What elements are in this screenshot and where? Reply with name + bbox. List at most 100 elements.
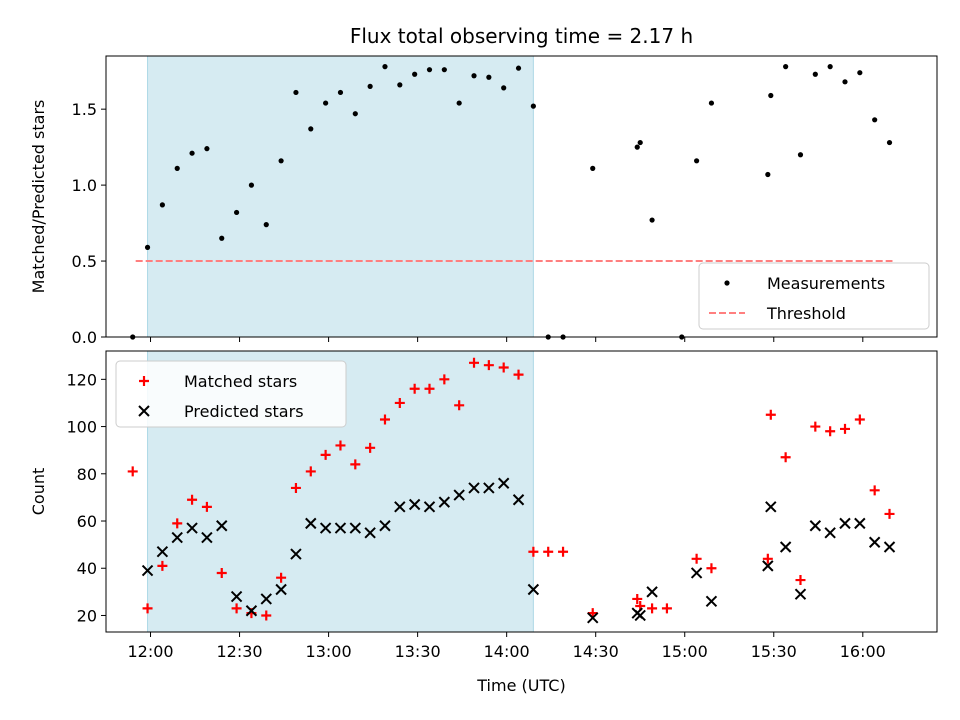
data-point-matched: [305, 466, 316, 477]
data-point: [456, 100, 462, 106]
data-point-matched: [469, 357, 480, 368]
data-point: [174, 165, 180, 171]
data-point: [694, 158, 700, 164]
data-point: [412, 71, 418, 77]
data-point-matched: [142, 603, 153, 614]
data-point-predicted: [690, 567, 703, 579]
data-point-predicted: [497, 477, 510, 489]
x-tick-label: 15:00: [662, 642, 708, 661]
data-point: [501, 85, 507, 91]
data-point-predicted: [854, 517, 866, 530]
data-point: [812, 71, 818, 77]
data-point-matched: [528, 546, 539, 557]
data-point: [515, 65, 522, 71]
chart-title: Flux total observing time = 2.17 h: [350, 24, 693, 48]
data-point: [397, 82, 403, 88]
data-point: [278, 158, 284, 164]
data-point-predicted: [305, 517, 317, 530]
data-point: [886, 139, 893, 146]
data-point-predicted: [765, 501, 777, 513]
data-point-matched: [424, 383, 435, 394]
data-point-matched: [780, 452, 791, 463]
data-point-matched: [869, 485, 880, 496]
data-point: [204, 146, 210, 152]
data-point: [426, 67, 433, 73]
data-point-predicted: [156, 546, 169, 558]
data-point-matched: [127, 466, 138, 477]
x-tick-label: 12:30: [216, 642, 262, 661]
data-point-matched: [379, 414, 390, 425]
y-tick-label: 60: [77, 512, 97, 531]
data-point-matched: [558, 546, 569, 557]
data-point-matched: [439, 374, 450, 385]
data-point: [530, 103, 536, 109]
data-point: [248, 182, 255, 188]
data-point-predicted: [453, 489, 465, 501]
y-axis-label: Count: [29, 468, 48, 516]
data-point-predicted: [319, 522, 332, 534]
data-point-predicted: [423, 501, 436, 513]
legend-marker-x: [138, 405, 150, 417]
data-point-matched: [350, 459, 361, 470]
data-point-matched: [483, 360, 494, 371]
data-point: [471, 73, 477, 79]
x-tick-label: 14:30: [573, 642, 619, 661]
data-point-matched: [884, 508, 895, 519]
data-point-predicted: [275, 583, 287, 596]
data-point-matched: [706, 563, 717, 574]
series-predicted-stars: [141, 477, 896, 624]
data-point-matched: [216, 567, 227, 578]
x-tick-label: 14:00: [484, 642, 530, 661]
data-point-matched: [498, 362, 509, 373]
data-point: [308, 126, 314, 132]
data-point-matched: [810, 421, 821, 432]
data-point: [382, 64, 388, 70]
data-point-matched: [691, 553, 702, 564]
data-point-matched: [839, 423, 850, 434]
data-point: [634, 144, 640, 150]
data-point: [486, 74, 492, 80]
x-tick-label: 13:30: [395, 642, 441, 661]
data-point-matched: [320, 449, 331, 460]
x-tick-label: 13:00: [306, 642, 352, 661]
data-point: [797, 152, 804, 158]
data-point-matched: [394, 397, 405, 408]
data-point-matched: [409, 383, 420, 394]
data-point-predicted: [705, 595, 718, 608]
data-point: [441, 67, 447, 73]
data-point-matched: [543, 546, 554, 557]
data-point-matched: [231, 603, 242, 614]
legend-box: [115, 360, 347, 428]
data-point: [783, 64, 789, 70]
data-point-predicted: [290, 548, 302, 560]
y-tick-label: 0.0: [72, 328, 97, 347]
data-point-matched: [335, 440, 346, 451]
data-point-predicted: [379, 520, 391, 532]
series-matched-stars: [127, 357, 895, 621]
data-point-matched: [172, 518, 183, 529]
data-point: [233, 209, 240, 216]
data-point-predicted: [230, 590, 243, 603]
data-point-matched: [276, 572, 287, 583]
data-point-predicted: [186, 522, 198, 534]
data-point: [768, 92, 774, 99]
x-tick-label: 16:00: [840, 642, 886, 661]
data-point-predicted: [868, 536, 881, 548]
data-point-predicted: [646, 586, 658, 598]
y-tick-label: 1.5: [72, 100, 97, 119]
data-point: [367, 83, 373, 89]
data-point: [842, 79, 848, 85]
data-point-predicted: [171, 531, 183, 544]
data-point-predicted: [762, 560, 774, 572]
legend-marker-plus: [139, 376, 149, 386]
axes-frame: [105, 55, 938, 338]
data-point-matched: [661, 603, 672, 614]
data-point-predicted: [587, 612, 599, 624]
data-point: [649, 217, 655, 223]
y-axis-label: Matched/Predicted stars: [29, 100, 48, 294]
data-point-matched: [825, 426, 836, 437]
data-point: [323, 100, 329, 106]
data-point-predicted: [334, 522, 347, 534]
top-panel: 0.0 0.5 1.0 1.5 Flux total observing time = …: [29, 24, 938, 347]
